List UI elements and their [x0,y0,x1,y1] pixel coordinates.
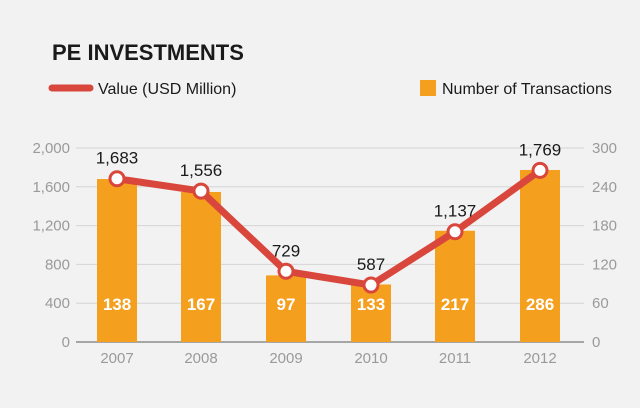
legend-bar-label: Number of Transactions [442,81,612,98]
bar-value-label: 138 [103,295,131,314]
line-value-label: 587 [357,255,385,274]
y-left-tick-label: 1,200 [32,218,70,235]
y-right-tick-label: 240 [592,179,617,196]
y-axis-left: 0 400 800 1,200 1,600 2,000 [32,140,70,351]
value-line [113,166,544,289]
x-axis: 2007 2008 2009 2010 2011 2012 [100,350,556,367]
bar [181,191,221,342]
bar [97,179,137,342]
y-right-tick-label: 300 [592,140,617,157]
y-left-tick-label: 1,600 [32,179,70,196]
bar [435,230,475,342]
legend: Value (USD Million) Number of Transactio… [48,80,612,98]
x-tick-label: 2012 [523,350,556,367]
y-right-tick-label: 60 [592,295,609,312]
y-axis-right: 0 60 120 180 240 300 [592,140,617,351]
bar-value-label: 286 [526,295,554,314]
point-labels: 1,683 1,556 729 587 1,137 1,769 [96,140,562,274]
bar-value-label: 97 [277,295,296,314]
line-point [108,170,126,188]
line-point [362,276,380,294]
bar-value-label: 167 [187,295,215,314]
legend-bar-swatch [420,80,436,96]
x-tick-label: 2011 [439,350,471,367]
gridlines [76,147,584,343]
line-points [108,161,549,294]
line-point [446,223,464,241]
bars [97,169,560,342]
line-value-label: 1,683 [96,149,139,168]
y-right-tick-label: 180 [592,218,617,235]
chart-title: PE INVESTMENTS [52,40,244,65]
bar [266,275,306,342]
x-tick-label: 2009 [269,350,302,367]
line-point [192,182,210,200]
y-left-tick-label: 0 [62,334,70,351]
y-left-tick-label: 800 [45,256,70,273]
line-value-label: 1,137 [434,202,477,221]
line-point [531,161,549,179]
y-right-tick-label: 0 [592,334,600,351]
line-value-label: 729 [272,241,300,260]
line-point [277,262,295,280]
bar-value-label: 217 [441,295,469,314]
y-right-tick-label: 120 [592,256,617,273]
x-tick-label: 2008 [184,350,217,367]
bar [520,169,560,342]
line-value-label: 1,769 [519,140,562,159]
x-tick-label: 2010 [354,350,387,367]
bar [351,284,391,342]
x-tick-label: 2007 [100,350,133,367]
legend-line-label: Value (USD Million) [98,81,236,98]
y-left-tick-label: 400 [45,295,70,312]
bar-value-label: 133 [357,295,385,314]
line-value-label: 1,556 [180,161,223,180]
y-left-tick-label: 2,000 [32,140,70,157]
bar-labels: 138 167 97 133 217 286 [103,295,554,314]
